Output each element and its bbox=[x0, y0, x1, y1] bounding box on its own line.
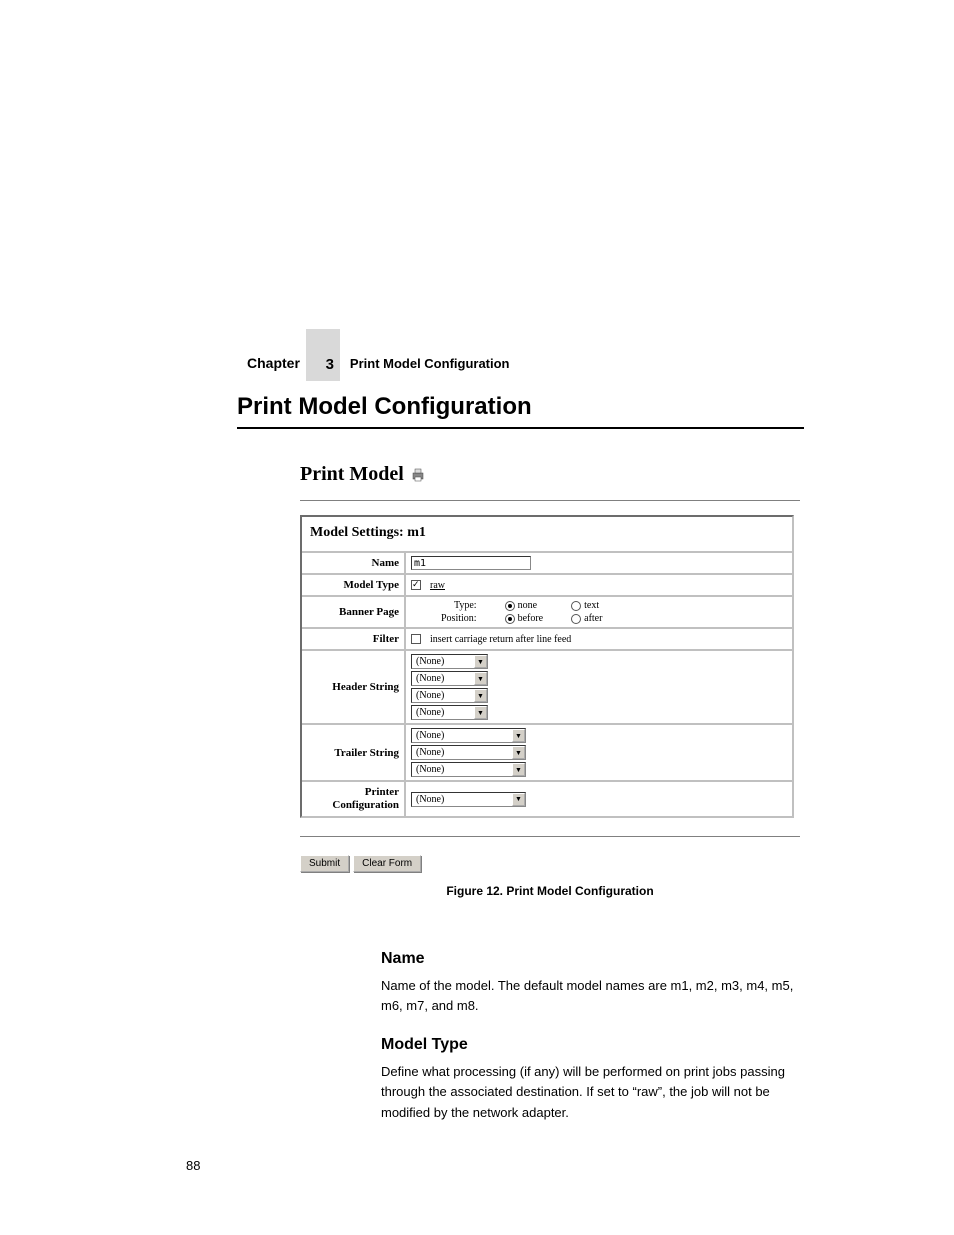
chapter-band: 3 bbox=[306, 329, 340, 381]
clear-form-button[interactable]: Clear Form bbox=[353, 855, 421, 872]
heading-rule bbox=[237, 427, 804, 429]
label-header-string: Header String bbox=[302, 651, 406, 723]
panel-title: Model Settings: m1 bbox=[302, 517, 792, 553]
trailer-string-select-1[interactable]: (None)▼ bbox=[411, 728, 526, 743]
chevron-down-icon: ▼ bbox=[474, 672, 487, 685]
banner-type-none-radio[interactable] bbox=[505, 601, 515, 611]
filter-checkbox[interactable] bbox=[411, 634, 421, 644]
row-header-string: Header String (None)▼ (None)▼ (None)▼ (N… bbox=[302, 651, 792, 725]
name-input[interactable]: m1 bbox=[411, 556, 531, 570]
label-model-type: Model Type bbox=[302, 575, 406, 595]
body-column: Name Name of the model. The default mode… bbox=[381, 950, 799, 1143]
label-trailer-string: Trailer String bbox=[302, 725, 406, 780]
row-trailer-string: Trailer String (None)▼ (None)▼ (None)▼ bbox=[302, 725, 792, 782]
printer-icon bbox=[410, 467, 426, 483]
chevron-down-icon: ▼ bbox=[512, 746, 525, 759]
label-printer-config: Printer Configuration bbox=[302, 782, 406, 816]
banner-pos-before-radio[interactable] bbox=[505, 614, 515, 624]
printer-config-select[interactable]: (None)▼ bbox=[411, 792, 526, 807]
section-body-name: Name of the model. The default model nam… bbox=[381, 976, 799, 1016]
figure-caption: Figure 12. Print Model Configuration bbox=[300, 884, 800, 898]
row-printer-config: Printer Configuration (None)▼ bbox=[302, 782, 792, 816]
chevron-down-icon: ▼ bbox=[474, 706, 487, 719]
header-string-select-4[interactable]: (None)▼ bbox=[411, 705, 488, 720]
chapter-label: Chapter bbox=[247, 355, 300, 381]
figure-rule-bottom bbox=[300, 836, 800, 837]
header-string-select-3[interactable]: (None)▼ bbox=[411, 688, 488, 703]
running-title: Print Model Configuration bbox=[350, 356, 510, 381]
banner-type-label: Type: bbox=[441, 600, 477, 611]
submit-button[interactable]: Submit bbox=[300, 855, 349, 872]
trailer-string-select-3[interactable]: (None)▼ bbox=[411, 762, 526, 777]
label-name: Name bbox=[302, 553, 406, 573]
row-model-type: Model Type raw bbox=[302, 575, 792, 597]
section-heading-model-type: Model Type bbox=[381, 1036, 799, 1054]
row-filter: Filter insert carriage return after line… bbox=[302, 629, 792, 651]
row-name: Name m1 bbox=[302, 553, 792, 575]
chevron-down-icon: ▼ bbox=[474, 655, 487, 668]
raw-label: raw bbox=[430, 580, 445, 591]
page-number: 88 bbox=[186, 1158, 200, 1173]
figure-rule-top bbox=[300, 500, 800, 501]
row-banner-page: Banner Page Type: none text Position: be… bbox=[302, 597, 792, 629]
banner-pos-before-label: before bbox=[518, 613, 544, 624]
figure-print-model: Print Model Model Settings: m1 Name m1 bbox=[300, 463, 800, 898]
section-body-model-type: Define what processing (if any) will be … bbox=[381, 1062, 799, 1122]
figure-section-title: Print Model bbox=[300, 463, 404, 486]
header-string-select-1[interactable]: (None)▼ bbox=[411, 654, 488, 669]
header-string-select-2[interactable]: (None)▼ bbox=[411, 671, 488, 686]
banner-position-label: Position: bbox=[441, 613, 477, 624]
model-settings-panel: Model Settings: m1 Name m1 Model Type ra… bbox=[300, 515, 794, 818]
page-title: Print Model Configuration bbox=[237, 393, 804, 421]
chevron-down-icon: ▼ bbox=[512, 729, 525, 742]
banner-type-none-label: none bbox=[518, 600, 537, 611]
chevron-down-icon: ▼ bbox=[474, 689, 487, 702]
chevron-down-icon: ▼ bbox=[512, 793, 525, 806]
banner-pos-after-label: after bbox=[584, 613, 602, 624]
trailer-string-select-2[interactable]: (None)▼ bbox=[411, 745, 526, 760]
label-filter: Filter bbox=[302, 629, 406, 649]
running-header: Chapter 3 Print Model Configuration bbox=[247, 329, 804, 381]
banner-pos-after-radio[interactable] bbox=[571, 614, 581, 624]
filter-label: insert carriage return after line feed bbox=[430, 634, 571, 645]
label-banner-page: Banner Page bbox=[302, 597, 406, 627]
main-heading: Print Model Configuration bbox=[237, 393, 804, 429]
chevron-down-icon: ▼ bbox=[512, 763, 525, 776]
raw-checkbox[interactable] bbox=[411, 580, 421, 590]
banner-type-text-label: text bbox=[584, 600, 599, 611]
banner-type-text-radio[interactable] bbox=[571, 601, 581, 611]
section-heading-name: Name bbox=[381, 950, 799, 968]
chapter-number: 3 bbox=[326, 356, 334, 373]
